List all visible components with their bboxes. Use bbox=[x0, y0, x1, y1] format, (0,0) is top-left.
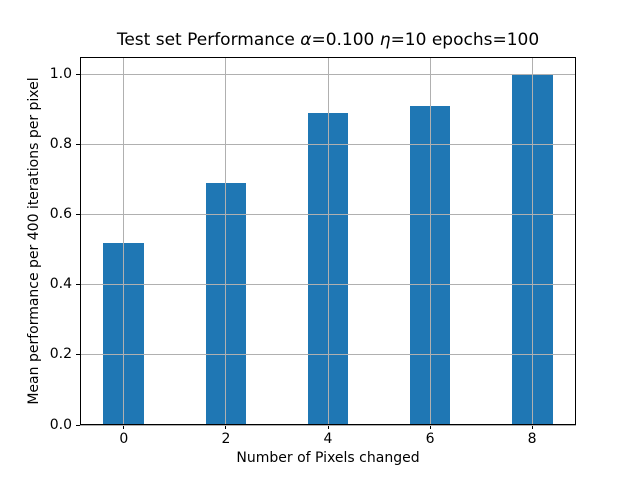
chart-title: Test set Performance α=0.100 η=10 epochs… bbox=[80, 29, 576, 51]
title-math-symbol: α bbox=[300, 30, 312, 50]
y-tick-label: 0.4 bbox=[49, 276, 72, 293]
y-tick-label: 0.0 bbox=[49, 416, 72, 433]
y-tick-label: 0.8 bbox=[49, 136, 72, 153]
vertical-gridline bbox=[531, 57, 533, 425]
y-tick-mark bbox=[76, 74, 80, 76]
x-tick-label: 0 bbox=[119, 431, 129, 447]
x-tick-label: 8 bbox=[527, 431, 537, 447]
title-text: =10 epochs=100 bbox=[390, 30, 540, 50]
x-axis-label: Number of Pixels changed bbox=[236, 450, 420, 466]
y-tick-label: 1.0 bbox=[49, 66, 72, 83]
x-tick-mark bbox=[123, 425, 125, 429]
y-tick-label: 0.2 bbox=[49, 346, 72, 363]
horizontal-gridline bbox=[80, 424, 576, 426]
y-tick-mark bbox=[76, 214, 80, 216]
x-tick-label: 6 bbox=[425, 431, 435, 447]
x-tick-mark bbox=[531, 425, 533, 429]
title-text: Test set Performance bbox=[116, 30, 301, 50]
vertical-gridline bbox=[327, 57, 329, 425]
vertical-gridline bbox=[123, 57, 125, 425]
x-tick-label: 4 bbox=[323, 431, 333, 447]
x-tick-label: 2 bbox=[221, 431, 231, 447]
y-tick-mark bbox=[76, 144, 80, 146]
vertical-gridline bbox=[225, 57, 227, 425]
plot-area bbox=[80, 57, 576, 426]
x-tick-mark bbox=[225, 425, 227, 429]
y-tick-mark bbox=[76, 284, 80, 286]
y-tick-mark bbox=[76, 424, 80, 426]
x-tick-mark bbox=[429, 425, 431, 429]
y-tick-mark bbox=[76, 354, 80, 356]
title-text: =0.100 bbox=[311, 30, 380, 50]
title-math-symbol: η bbox=[379, 30, 391, 50]
y-tick-label: 0.6 bbox=[49, 206, 72, 223]
vertical-gridline bbox=[429, 57, 431, 425]
x-tick-mark bbox=[327, 425, 329, 429]
